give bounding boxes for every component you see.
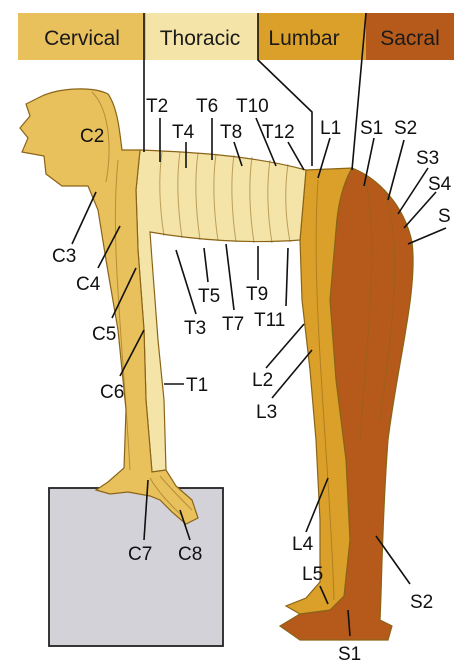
label-t12: T12 xyxy=(262,122,295,143)
label-t4: T4 xyxy=(172,122,195,143)
label-s2-bottom: S2 xyxy=(410,592,433,613)
label-t3: T3 xyxy=(184,318,206,339)
leader-l4 xyxy=(305,477,329,533)
label-t7: T7 xyxy=(222,314,244,335)
segment-line-torso-1 xyxy=(159,151,165,237)
segment-line-torso-6 xyxy=(249,156,255,244)
segment-line-torso-4 xyxy=(213,153,219,242)
leader-l1 xyxy=(317,137,331,179)
leader-s5 xyxy=(407,227,447,245)
leader-l2 xyxy=(265,323,305,369)
segment-line-hand-2 xyxy=(159,475,193,511)
segment-line-leg-sacral-1 xyxy=(359,175,373,441)
label-s1-bottom: S1 xyxy=(338,644,361,665)
dermatome-labels: C2 C3 C4 C5 C6 C7 C8 T1 T2 T3 T4 T5 T6 T… xyxy=(52,96,452,665)
label-c7: C7 xyxy=(128,544,152,565)
leader-c5 xyxy=(111,267,137,319)
leader-c7 xyxy=(143,479,149,541)
segment-line-head xyxy=(91,91,110,183)
legend-label-sacral: Sacral xyxy=(380,27,440,50)
leader-t7 xyxy=(225,243,235,311)
leader-c3 xyxy=(71,191,97,245)
label-l2: L2 xyxy=(252,370,273,391)
label-s1-top: S1 xyxy=(360,118,383,139)
human-figure xyxy=(19,88,414,641)
segment-line-leg-sacral-2 xyxy=(379,189,396,421)
legend-label-lumbar: Lumbar xyxy=(268,27,339,50)
leader-c4 xyxy=(97,225,121,269)
label-t2: T2 xyxy=(146,96,168,117)
leader-s3 xyxy=(397,167,429,215)
leader-c8 xyxy=(179,509,191,541)
label-l5: L5 xyxy=(302,564,323,585)
leader-t10 xyxy=(255,117,277,167)
label-leaders xyxy=(71,117,447,637)
segment-line-arm xyxy=(114,159,131,471)
legend-leader-lumbar-sacral xyxy=(351,12,367,171)
segment-line-torso-8 xyxy=(285,163,291,243)
leader-s4 xyxy=(403,191,437,229)
segment-line-torso-7 xyxy=(267,159,273,244)
label-t11: T11 xyxy=(254,310,285,331)
leader-t3 xyxy=(175,249,197,315)
label-s2-top: S2 xyxy=(394,118,417,139)
leader-l3 xyxy=(271,349,313,399)
segment-line-torso-5 xyxy=(231,154,237,243)
label-t1: T1 xyxy=(186,375,208,396)
label-l3: L3 xyxy=(256,402,277,423)
label-s3: S3 xyxy=(416,148,439,169)
label-c3: C3 xyxy=(52,246,76,267)
legend: Cervical Thoracic Lumbar Sacral xyxy=(18,13,454,60)
legend-leader-thoracic-lumbar xyxy=(257,13,313,166)
label-t9: T9 xyxy=(246,284,268,305)
legend-swatch-lumbar xyxy=(258,13,366,60)
legend-swatch-cervical xyxy=(18,13,146,60)
segment-line-torso-2 xyxy=(177,151,183,239)
region-cervical xyxy=(19,88,199,525)
leader-c6 xyxy=(119,329,145,377)
leader-t12 xyxy=(287,141,305,171)
label-c4: C4 xyxy=(76,274,101,295)
label-s5: S xyxy=(438,206,451,227)
label-s4: S4 xyxy=(428,174,452,195)
leader-t8 xyxy=(233,141,243,167)
support-box xyxy=(48,487,224,647)
label-t6: T6 xyxy=(196,96,218,117)
leader-s2-bottom xyxy=(375,535,411,585)
region-lumbar xyxy=(284,167,354,615)
leader-l5 xyxy=(319,585,329,605)
legend-label-thoracic: Thoracic xyxy=(160,27,241,50)
leader-s2-top xyxy=(387,139,405,201)
label-c6: C6 xyxy=(100,382,124,403)
leader-t5 xyxy=(203,247,209,283)
label-t5: T5 xyxy=(198,286,220,307)
leader-s1-bottom xyxy=(347,609,351,637)
label-t10: T10 xyxy=(236,96,269,117)
legend-swatch-sacral xyxy=(366,13,454,60)
label-c5: C5 xyxy=(92,324,116,345)
label-l1: L1 xyxy=(320,118,341,139)
legend-swatch-thoracic xyxy=(146,13,258,60)
legend-leaders xyxy=(143,12,367,171)
segment-line-leg-lumbar xyxy=(315,179,335,601)
label-l4: L4 xyxy=(292,534,314,555)
segment-line-torso-3 xyxy=(195,152,201,241)
leader-t11 xyxy=(285,247,289,307)
label-c8: C8 xyxy=(178,544,202,565)
segment-line-hand-1 xyxy=(149,477,183,517)
leader-s1-top xyxy=(363,137,375,187)
label-t8: T8 xyxy=(220,122,242,143)
legend-label-cervical: Cervical xyxy=(44,27,120,50)
label-c2: C2 xyxy=(80,126,104,147)
